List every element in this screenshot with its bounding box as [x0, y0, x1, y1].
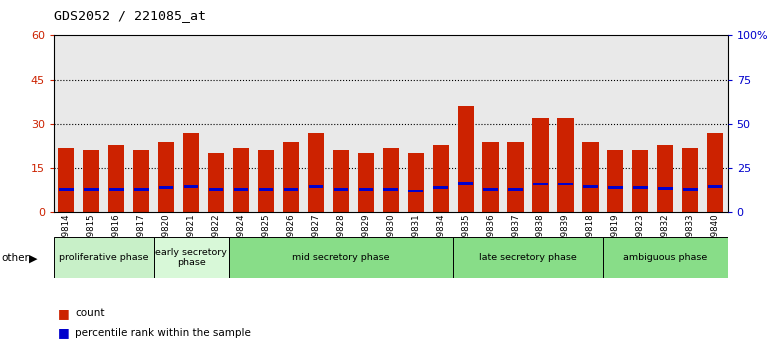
- Text: early secretory
phase: early secretory phase: [156, 248, 227, 267]
- Bar: [154, 237, 229, 278]
- Bar: [457, 106, 474, 212]
- Bar: [608, 186, 623, 189]
- Text: late secretory phase: late secretory phase: [479, 253, 577, 262]
- Text: proliferative phase: proliferative phase: [59, 253, 149, 262]
- Bar: [484, 188, 498, 191]
- Text: ■: ■: [58, 326, 69, 339]
- Text: ambiguous phase: ambiguous phase: [623, 253, 708, 262]
- Bar: [134, 188, 149, 191]
- Bar: [333, 188, 348, 191]
- Bar: [583, 185, 598, 188]
- Bar: [303, 35, 328, 212]
- Bar: [359, 188, 373, 191]
- Bar: [209, 188, 223, 191]
- Bar: [333, 150, 349, 212]
- Bar: [532, 118, 548, 212]
- Bar: [54, 237, 154, 278]
- Bar: [159, 186, 173, 189]
- Bar: [378, 35, 403, 212]
- Bar: [129, 35, 154, 212]
- Bar: [528, 35, 553, 212]
- Bar: [83, 150, 99, 212]
- Bar: [582, 142, 598, 212]
- Bar: [533, 183, 547, 185]
- Text: other: other: [2, 253, 29, 263]
- Bar: [508, 188, 523, 191]
- Text: ▶: ▶: [29, 254, 38, 264]
- Bar: [603, 237, 728, 278]
- Text: count: count: [75, 308, 105, 318]
- Bar: [328, 35, 353, 212]
- Bar: [503, 35, 528, 212]
- Bar: [603, 35, 628, 212]
- Bar: [408, 190, 423, 193]
- Bar: [203, 35, 229, 212]
- Bar: [253, 35, 279, 212]
- Bar: [708, 185, 722, 188]
- Bar: [59, 188, 74, 191]
- Bar: [454, 237, 603, 278]
- Bar: [358, 153, 374, 212]
- Bar: [229, 35, 253, 212]
- Bar: [608, 150, 624, 212]
- Bar: [657, 144, 674, 212]
- Bar: [258, 150, 274, 212]
- Bar: [84, 188, 99, 191]
- Bar: [104, 35, 129, 212]
- Text: percentile rank within the sample: percentile rank within the sample: [75, 328, 251, 338]
- Bar: [309, 185, 323, 188]
- Bar: [259, 188, 273, 191]
- Bar: [507, 142, 524, 212]
- Bar: [154, 35, 179, 212]
- Bar: [633, 186, 648, 189]
- Bar: [403, 35, 428, 212]
- Bar: [229, 237, 454, 278]
- Bar: [279, 35, 303, 212]
- Bar: [703, 35, 728, 212]
- Bar: [658, 187, 672, 190]
- Bar: [628, 35, 653, 212]
- Bar: [483, 142, 499, 212]
- Bar: [158, 142, 174, 212]
- Bar: [683, 188, 698, 191]
- Bar: [682, 148, 698, 212]
- Bar: [558, 183, 573, 185]
- Bar: [434, 186, 448, 189]
- Bar: [407, 153, 424, 212]
- Bar: [283, 188, 298, 191]
- Bar: [179, 35, 203, 212]
- Bar: [454, 35, 478, 212]
- Bar: [383, 148, 399, 212]
- Bar: [383, 188, 398, 191]
- Bar: [308, 133, 324, 212]
- Bar: [478, 35, 503, 212]
- Bar: [653, 35, 678, 212]
- Bar: [108, 144, 125, 212]
- Bar: [553, 35, 578, 212]
- Bar: [54, 35, 79, 212]
- Bar: [109, 188, 123, 191]
- Bar: [59, 148, 75, 212]
- Bar: [632, 150, 648, 212]
- Bar: [79, 35, 104, 212]
- Bar: [133, 150, 149, 212]
- Bar: [233, 148, 249, 212]
- Text: mid secretory phase: mid secretory phase: [292, 253, 390, 262]
- Bar: [707, 133, 723, 212]
- Bar: [458, 182, 473, 184]
- Text: GDS2052 / 221085_at: GDS2052 / 221085_at: [54, 9, 206, 22]
- Bar: [184, 185, 199, 188]
- Bar: [557, 118, 574, 212]
- Bar: [578, 35, 603, 212]
- Bar: [234, 188, 249, 191]
- Bar: [678, 35, 703, 212]
- Text: ■: ■: [58, 307, 69, 320]
- Bar: [183, 133, 199, 212]
- Bar: [283, 142, 299, 212]
- Bar: [353, 35, 378, 212]
- Bar: [428, 35, 454, 212]
- Bar: [208, 153, 224, 212]
- Bar: [433, 144, 449, 212]
